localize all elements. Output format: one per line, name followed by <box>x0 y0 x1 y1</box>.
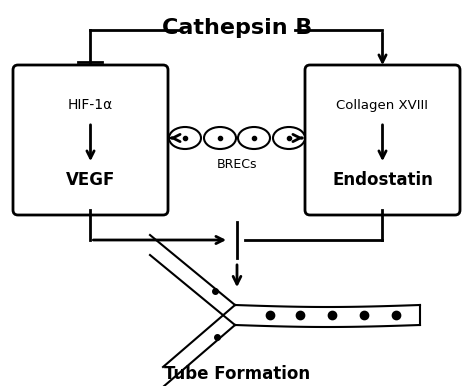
Ellipse shape <box>169 127 201 149</box>
Text: BRECs: BRECs <box>217 158 257 171</box>
FancyBboxPatch shape <box>13 65 168 215</box>
Text: HIF-1α: HIF-1α <box>68 98 113 112</box>
FancyBboxPatch shape <box>305 65 460 215</box>
Ellipse shape <box>238 127 270 149</box>
Text: VEGF: VEGF <box>66 171 115 189</box>
Ellipse shape <box>273 127 305 149</box>
Ellipse shape <box>204 127 236 149</box>
Text: Collagen XVIII: Collagen XVIII <box>337 98 428 112</box>
Text: Endostatin: Endostatin <box>332 171 433 189</box>
Text: Cathepsin B: Cathepsin B <box>162 18 312 38</box>
Text: Tube Formation: Tube Formation <box>164 365 310 383</box>
